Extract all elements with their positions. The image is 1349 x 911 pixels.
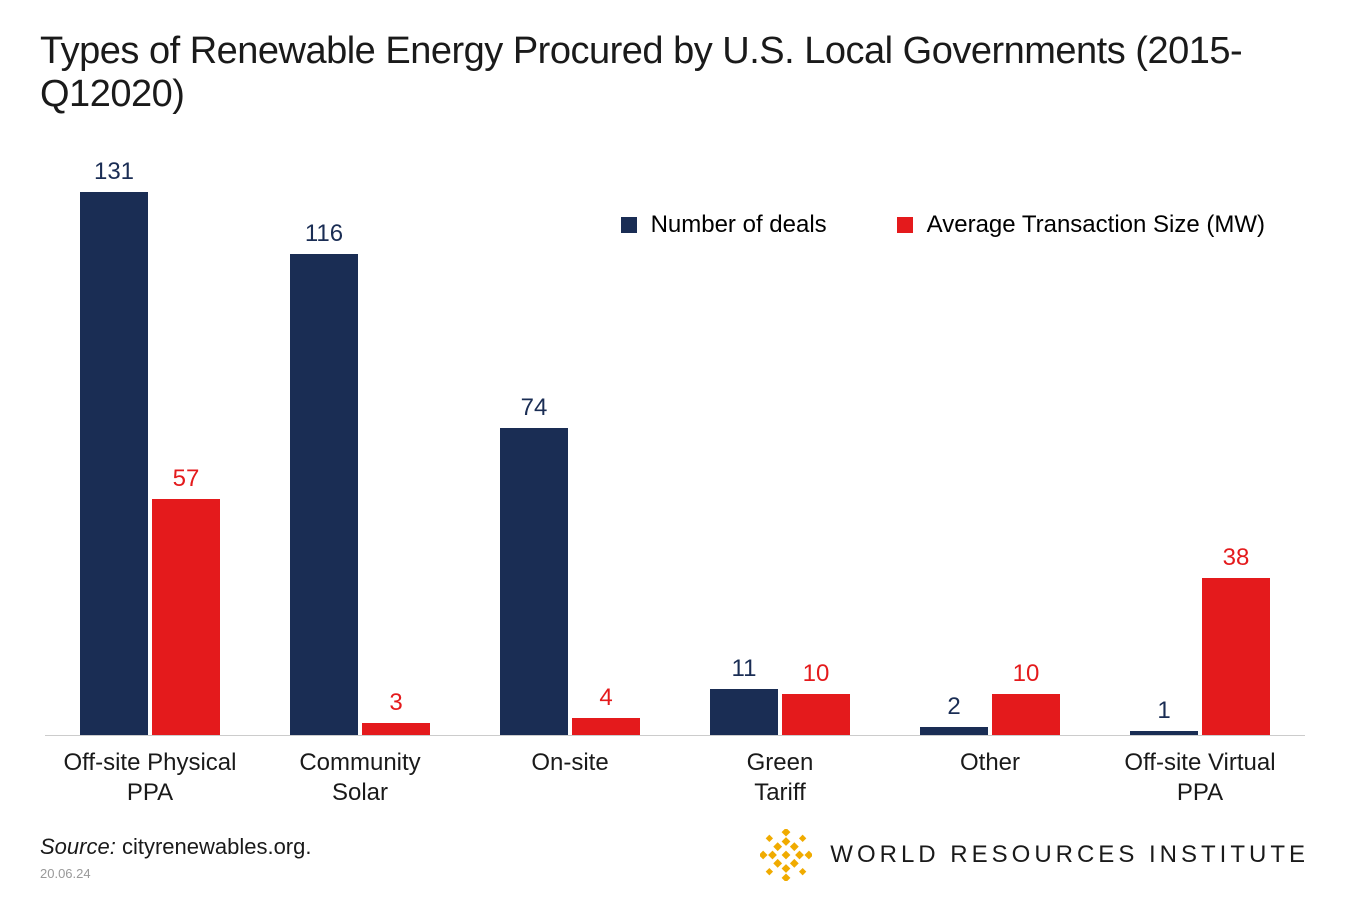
bar xyxy=(290,254,358,735)
plot: 131 57 116 3 74 4 11 10 2 10 1 38 xyxy=(45,156,1305,736)
source-text: cityrenewables.org. xyxy=(116,834,312,859)
x-axis-label: Off-site PhysicalPPA xyxy=(45,748,255,808)
bar-value-label: 74 xyxy=(521,394,548,422)
bar xyxy=(572,718,640,735)
bar-value-label: 38 xyxy=(1223,544,1250,572)
source-label: Source: xyxy=(40,834,116,859)
chart-plot-area: Number of deals Average Transaction Size… xyxy=(45,156,1305,736)
bar-value-label: 131 xyxy=(94,158,134,186)
x-axis-label: On-site xyxy=(465,748,675,808)
bar-wrap: 3 xyxy=(362,689,430,735)
x-axis-labels: Off-site PhysicalPPACommunitySolarOn-sit… xyxy=(45,748,1305,808)
x-axis-label: Other xyxy=(885,748,1095,808)
bar-value-label: 2 xyxy=(947,693,960,721)
bar-group: 74 4 xyxy=(465,394,675,735)
chart-title: Types of Renewable Energy Procured by U.… xyxy=(40,30,1309,116)
wri-branding: WORLD RESOURCES INSTITUTE xyxy=(760,829,1309,881)
bar-wrap: 4 xyxy=(572,684,640,735)
bar xyxy=(1130,731,1198,735)
bar-value-label: 10 xyxy=(803,660,830,688)
bar-wrap: 57 xyxy=(152,465,220,735)
bar xyxy=(80,192,148,735)
bar-group: 1 38 xyxy=(1095,544,1305,735)
bar xyxy=(782,694,850,735)
bar-wrap: 10 xyxy=(992,660,1060,735)
x-axis-label: CommunitySolar xyxy=(255,748,465,808)
bar-value-label: 1 xyxy=(1157,697,1170,725)
bar xyxy=(920,727,988,735)
bar-wrap: 10 xyxy=(782,660,850,735)
bar-value-label: 57 xyxy=(173,465,200,493)
x-axis-label: GreenTariff xyxy=(675,748,885,808)
bar-value-label: 10 xyxy=(1013,660,1040,688)
bar xyxy=(710,689,778,735)
bar-value-label: 11 xyxy=(732,655,757,683)
bar xyxy=(500,428,568,735)
bar xyxy=(992,694,1060,735)
bar-wrap: 11 xyxy=(710,655,778,735)
bar-value-label: 4 xyxy=(599,684,612,712)
bar xyxy=(1202,578,1270,735)
bar-wrap: 116 xyxy=(290,220,358,735)
bar-wrap: 38 xyxy=(1202,544,1270,735)
bar-group: 131 57 xyxy=(45,158,255,735)
bar-group: 116 3 xyxy=(255,220,465,735)
bar-wrap: 1 xyxy=(1130,697,1198,735)
footer: Source: cityrenewables.org. 20.06.24 xyxy=(40,829,1309,881)
source-line: Source: cityrenewables.org. xyxy=(40,834,311,860)
bar-group: 11 10 xyxy=(675,655,885,735)
date-stamp: 20.06.24 xyxy=(40,866,311,881)
bar-wrap: 131 xyxy=(80,158,148,735)
bar xyxy=(152,499,220,735)
x-axis-label: Off-site VirtualPPA xyxy=(1095,748,1305,808)
bar-group: 2 10 xyxy=(885,660,1095,735)
wri-org-name: WORLD RESOURCES INSTITUTE xyxy=(830,841,1309,869)
bar xyxy=(362,723,430,735)
bar-wrap: 2 xyxy=(920,693,988,735)
bar-value-label: 116 xyxy=(305,220,343,248)
wri-logo-icon xyxy=(760,829,812,881)
bar-wrap: 74 xyxy=(500,394,568,735)
bar-value-label: 3 xyxy=(389,689,402,717)
